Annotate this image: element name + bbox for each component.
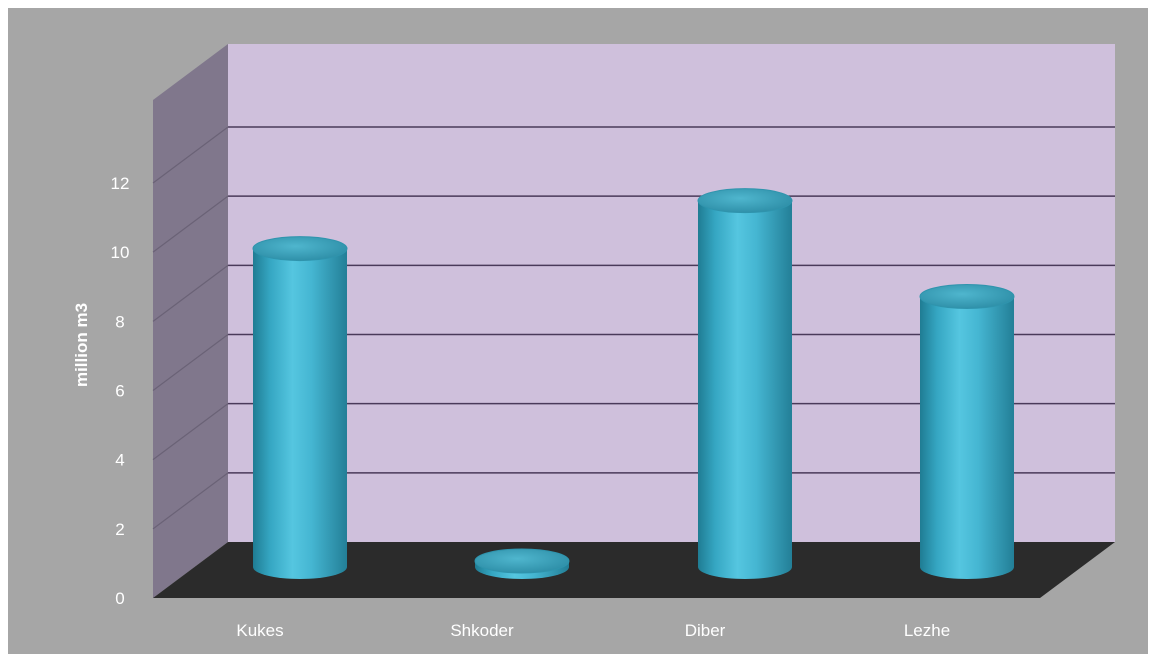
y-tick-label: 0 (115, 589, 124, 608)
y-tick-label: 12 (111, 174, 130, 193)
x-axis-tick-labels: Kukes Shkoder Diber Lezhe (236, 621, 950, 640)
bar-body (698, 200, 792, 579)
gridline-side (152, 126, 229, 184)
bar-body (253, 248, 347, 579)
y-tick-label: 10 (111, 243, 130, 262)
bar-shkoder (474, 548, 570, 579)
bar-top-cap (919, 284, 1015, 310)
bar-top-cap (252, 236, 348, 262)
bar-kukes (252, 236, 348, 579)
bar-top-cap (697, 188, 793, 214)
side-wall (153, 44, 228, 598)
chart-floor (153, 542, 1115, 598)
gridline-side (152, 472, 229, 530)
gridlines (152, 126, 1115, 530)
x-tick-label: Kukes (236, 621, 283, 640)
y-axis-label: million m3 (72, 303, 91, 387)
bars (252, 188, 1015, 579)
x-tick-label: Lezhe (904, 621, 950, 640)
gridline-side (152, 334, 229, 391)
gridline-side (152, 403, 229, 461)
y-tick-label: 4 (115, 451, 124, 470)
y-tick-label: 8 (115, 312, 124, 331)
bar-lezhe (919, 284, 1015, 579)
y-tick-label: 2 (115, 520, 124, 539)
bar-diber (697, 188, 793, 579)
x-tick-label: Diber (685, 621, 726, 640)
bar-body (920, 296, 1014, 579)
y-tick-label: 6 (115, 382, 124, 401)
x-tick-label: Shkoder (450, 621, 514, 640)
gridline-side (152, 264, 229, 322)
bar-top-cap (474, 548, 570, 574)
y-axis-tick-labels: 0 2 4 6 8 10 12 (111, 174, 130, 608)
gridline-side (152, 195, 229, 253)
